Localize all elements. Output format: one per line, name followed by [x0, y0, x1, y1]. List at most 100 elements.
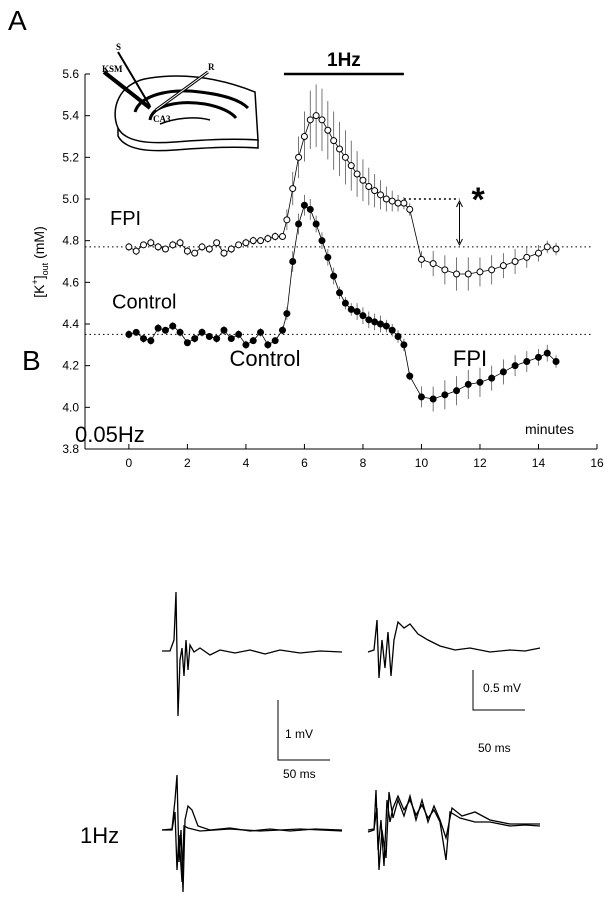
data-point — [220, 249, 228, 257]
data-point — [147, 337, 155, 345]
scale-label: 50 ms — [478, 741, 511, 755]
legend-label: Control — [112, 291, 176, 313]
data-point — [154, 324, 162, 332]
data-point — [511, 362, 519, 370]
y-tick-label: 4.2 — [62, 359, 79, 373]
y-tick-label: 4.6 — [62, 275, 79, 289]
data-point — [227, 335, 235, 343]
data-point — [347, 305, 355, 313]
data-point — [295, 220, 303, 228]
data-point — [476, 268, 484, 276]
y-axis-label: [K+]out (mM) — [30, 226, 50, 297]
data-point — [417, 393, 425, 401]
data-point — [183, 247, 191, 255]
data-point — [376, 191, 384, 199]
data-point — [347, 162, 355, 170]
data-point — [476, 378, 484, 386]
data-point — [382, 322, 390, 330]
y-tick-label: 5.4 — [62, 109, 79, 123]
data-point — [227, 245, 235, 253]
data-point — [132, 328, 140, 336]
data-point — [523, 358, 531, 365]
data-point — [191, 335, 199, 343]
data-point — [324, 253, 332, 261]
scale-bar — [277, 670, 525, 761]
data-point — [324, 126, 332, 134]
data-point — [278, 326, 286, 334]
data-point — [365, 316, 373, 324]
data-point — [464, 270, 472, 278]
data-point — [453, 387, 461, 395]
data-point — [283, 216, 291, 224]
stimulus-label: 1Hz — [327, 50, 361, 71]
data-point — [534, 249, 542, 257]
data-point — [295, 153, 303, 161]
data-point — [125, 330, 133, 338]
data-point — [140, 335, 148, 343]
data-point — [283, 310, 291, 318]
y-tick-label: 4.0 — [62, 400, 79, 414]
data-point — [336, 289, 344, 297]
data-point — [257, 328, 265, 336]
data-point — [132, 247, 140, 255]
data-point — [376, 320, 384, 328]
inset-label: R — [208, 62, 215, 72]
traces — [161, 591, 541, 893]
data-point — [511, 258, 519, 265]
x-axis-label: minutes — [525, 421, 574, 437]
y-tick-label: 4.8 — [62, 234, 79, 248]
panel-label: B — [22, 345, 41, 376]
x-tick-label: 2 — [184, 456, 191, 470]
data-point — [205, 245, 213, 253]
data-point — [371, 187, 379, 195]
data-point — [499, 368, 507, 376]
data-point — [488, 266, 496, 274]
y-tick-label: 5.2 — [62, 150, 79, 164]
x-tick-label: 4 — [243, 456, 250, 470]
data-point — [394, 199, 402, 207]
data-point — [257, 237, 265, 245]
scale-label: 1 mV — [285, 727, 313, 741]
x-tick-label: 12 — [473, 456, 487, 470]
data-point — [300, 201, 308, 209]
column-label: Control — [230, 346, 301, 371]
data-point — [271, 233, 279, 240]
data-point — [176, 328, 184, 336]
data-point — [371, 318, 379, 326]
y-tick-label: 5.6 — [62, 67, 79, 81]
data-point — [388, 326, 396, 334]
data-point — [176, 239, 184, 247]
data-point — [235, 330, 243, 338]
data-point — [400, 199, 408, 207]
data-point — [312, 112, 320, 120]
inset-label: CA3 — [153, 114, 171, 124]
data-point — [341, 299, 349, 307]
data-point — [552, 245, 560, 253]
data-point — [235, 241, 243, 249]
data-point — [161, 326, 169, 334]
scale-label: 50 ms — [283, 767, 316, 781]
data-point — [330, 137, 338, 145]
data-point — [183, 339, 191, 347]
data-point — [306, 205, 314, 213]
data-point — [147, 239, 155, 247]
x-tick-label: 8 — [360, 456, 367, 470]
data-point — [388, 197, 396, 205]
data-point — [552, 358, 560, 365]
data-point — [125, 243, 133, 251]
data-point — [169, 241, 177, 249]
data-point — [318, 116, 326, 124]
panel-label: A — [8, 5, 27, 36]
data-point — [213, 335, 221, 343]
data-point — [264, 341, 272, 349]
data-point — [318, 237, 326, 245]
data-point — [353, 170, 361, 178]
data-point — [394, 333, 402, 340]
data-point — [161, 245, 169, 253]
data-point — [523, 253, 531, 261]
data-point — [191, 249, 199, 257]
data-point — [365, 183, 373, 190]
data-point — [400, 341, 408, 349]
data-point — [429, 395, 437, 403]
